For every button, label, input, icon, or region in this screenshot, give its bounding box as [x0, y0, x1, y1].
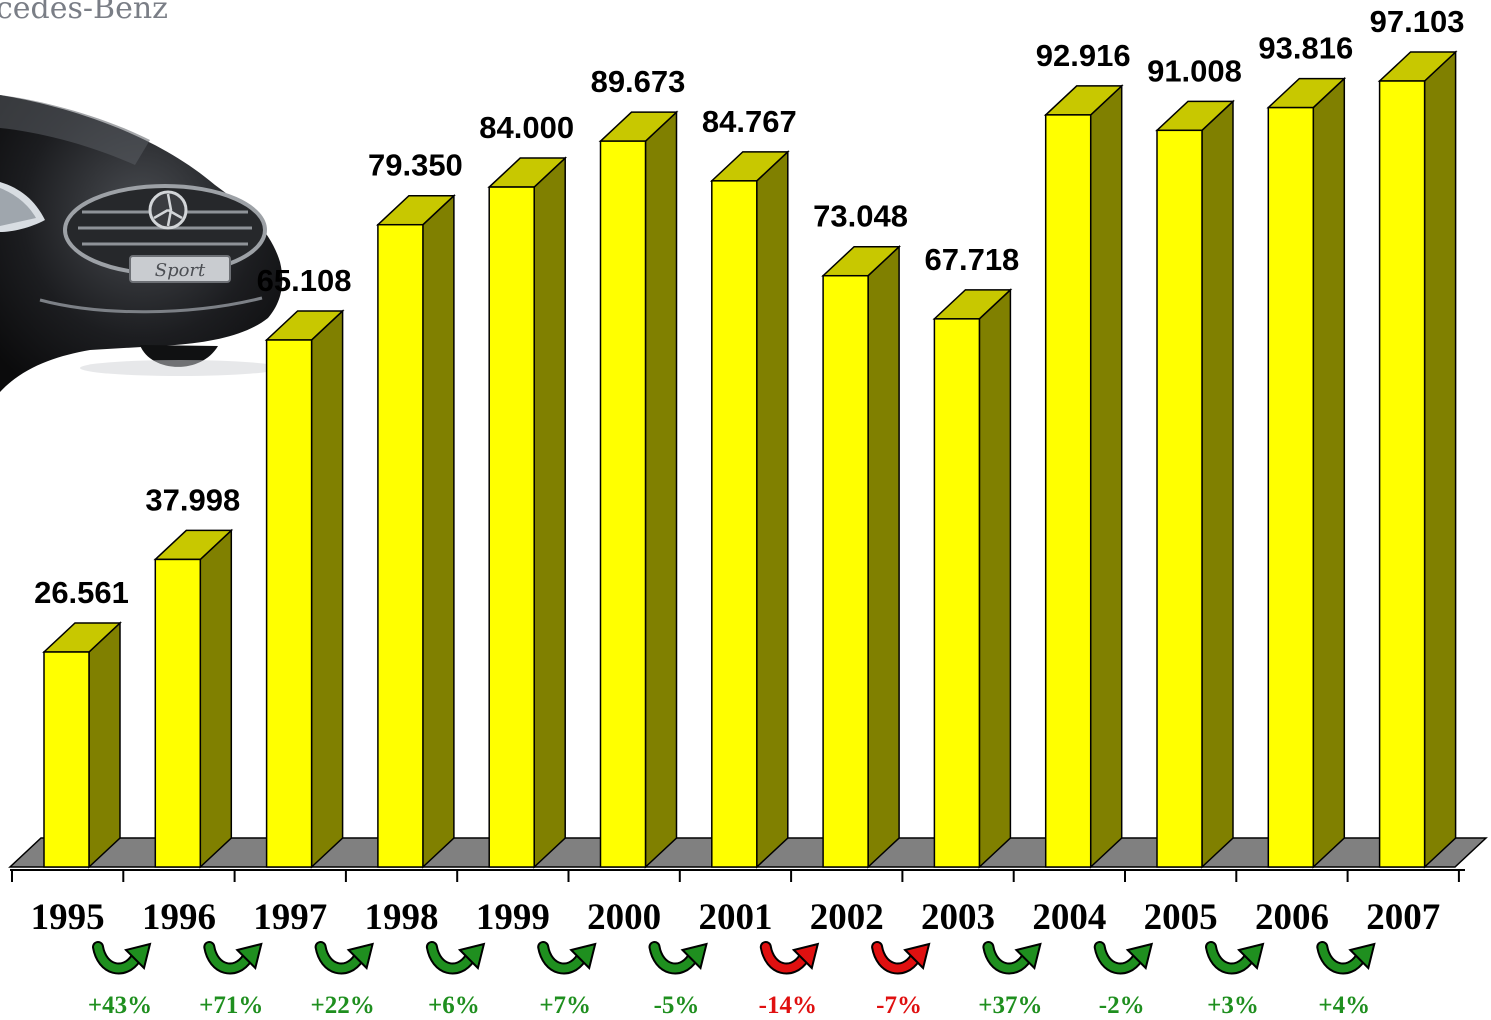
bar-1995 — [42, 621, 122, 869]
up-trend-arrow-icon — [982, 941, 1042, 975]
bar-front — [1156, 129, 1203, 868]
x-tick-label: 2001 — [698, 897, 772, 938]
bar-2000 — [598, 110, 679, 869]
bar-1997 — [264, 309, 345, 869]
data-label: 89.673 — [591, 64, 686, 99]
up-trend-arrow-icon — [1093, 941, 1154, 975]
change-label: -5% — [654, 992, 700, 1019]
data-label: 37.998 — [145, 482, 240, 517]
bar-2004 — [1043, 84, 1124, 869]
bar-side — [1089, 84, 1123, 869]
data-label: 26.561 — [34, 575, 129, 610]
change-indicators: +43% +71% +22% +6% +7% -5% -14% -7% +37% -2% +3% +4… — [88, 941, 1376, 1019]
x-tick-label: 1995 — [31, 897, 105, 938]
bar-2002 — [821, 244, 901, 869]
x-tick-label: 1996 — [142, 897, 216, 938]
change-label: +71% — [199, 992, 263, 1019]
bar-front — [822, 274, 869, 868]
up-trend-arrow-icon — [537, 941, 597, 975]
bar-side — [422, 193, 455, 869]
bar-side — [1312, 76, 1346, 869]
data-label: 79.350 — [368, 148, 463, 183]
bar-side — [756, 150, 789, 869]
bar-1996 — [153, 528, 234, 869]
bar-side — [1201, 99, 1234, 869]
down-trend-arrow-icon — [871, 941, 931, 975]
bar-front — [933, 318, 981, 868]
bar-front — [1044, 114, 1092, 868]
change-label: +22% — [310, 992, 374, 1019]
bar-front — [1267, 106, 1315, 868]
data-label: 91.008 — [1147, 53, 1242, 88]
bar-front — [377, 223, 424, 868]
data-label: 73.048 — [813, 199, 908, 234]
bar-side — [88, 621, 121, 869]
change-label: -14% — [759, 992, 817, 1019]
change-label: +37% — [978, 992, 1042, 1019]
bar-2003 — [932, 288, 1013, 869]
x-tick-label: 1999 — [476, 897, 550, 938]
bar-front — [154, 558, 202, 868]
bar-front — [711, 180, 758, 868]
up-trend-arrow-icon — [314, 941, 374, 975]
bar-side — [978, 288, 1012, 869]
change-label: +4% — [1318, 992, 1370, 1019]
data-label: 92.916 — [1036, 38, 1131, 73]
change-label: +3% — [1207, 992, 1259, 1019]
up-trend-arrow-icon — [1205, 941, 1265, 975]
data-label: 84.000 — [479, 110, 574, 145]
car-badge-text: Sport — [155, 260, 206, 281]
bar-1999 — [487, 156, 568, 869]
x-axis: 1995 1996 1997 1998 1999 2000 2001 2002 2003 2004… — [10, 869, 1465, 938]
change-label: -2% — [1099, 992, 1145, 1019]
x-tick-label: 2005 — [1144, 897, 1218, 938]
bar-1998 — [376, 193, 456, 869]
up-trend-arrow-icon — [648, 941, 708, 975]
change-label: -7% — [876, 992, 922, 1019]
bar-front — [43, 651, 90, 868]
bar-front — [599, 140, 647, 868]
data-label: 65.108 — [257, 263, 352, 298]
up-trend-arrow-icon — [425, 941, 486, 975]
x-tick-label: 2006 — [1255, 897, 1329, 938]
bars-group — [42, 50, 1458, 869]
change-label: +43% — [88, 992, 152, 1019]
bar-2001 — [709, 150, 790, 869]
bar-front — [488, 186, 535, 868]
up-trend-arrow-icon — [92, 941, 152, 975]
data-label: 93.816 — [1258, 31, 1353, 66]
bar-side — [310, 309, 344, 869]
car-image: Sport — [0, 95, 283, 392]
bar-2006 — [1266, 76, 1347, 869]
data-label: 84.767 — [702, 104, 797, 139]
bar-side — [199, 528, 233, 869]
bar-side — [533, 156, 566, 869]
data-labels-group: 26.561 37.998 65.108 79.350 84.000 89.673 84.7… — [34, 4, 1464, 610]
x-tick-label: 1997 — [253, 897, 327, 938]
x-tick-label: 2003 — [921, 897, 995, 938]
change-label: +7% — [539, 992, 591, 1019]
bar-side — [644, 110, 678, 869]
bar-front — [1378, 80, 1426, 868]
up-trend-arrow-icon — [203, 941, 263, 975]
bar-side — [867, 244, 900, 869]
x-tick-label: 2007 — [1366, 897, 1440, 938]
data-label: 67.718 — [924, 242, 1019, 277]
change-label: +6% — [428, 992, 480, 1019]
brand-text: cedes-Benz — [0, 0, 168, 26]
data-label: 97.103 — [1370, 4, 1465, 39]
bar-2005 — [1155, 99, 1235, 869]
x-tick-label: 2002 — [810, 897, 884, 938]
bar-2007 — [1377, 50, 1458, 869]
bar-side — [1423, 50, 1457, 869]
x-tick-label: 1998 — [365, 897, 439, 938]
up-trend-arrow-icon — [1316, 941, 1376, 975]
x-tick-label: 2000 — [587, 897, 661, 938]
bar-front — [265, 339, 313, 868]
x-tick-label: 2004 — [1032, 897, 1106, 938]
down-trend-arrow-icon — [759, 941, 820, 975]
